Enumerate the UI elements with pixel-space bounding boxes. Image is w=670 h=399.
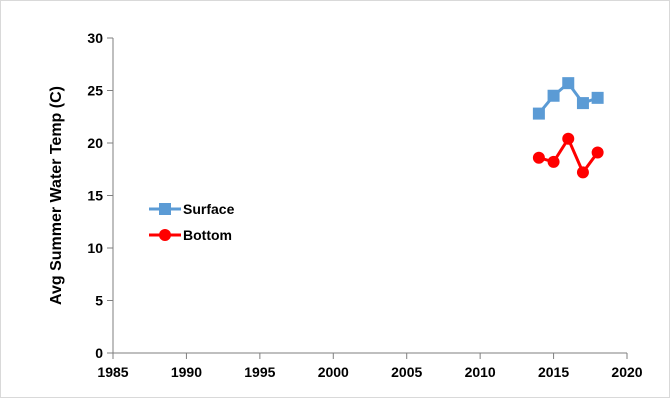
data-point-surface xyxy=(591,91,604,104)
legend-marker-bottom xyxy=(159,229,171,241)
axes: 0 5 10 15 20 25 30 1985 1990 1995 2000 2005 2010 201… xyxy=(87,30,642,380)
y-tick-label: 0 xyxy=(95,345,103,361)
y-tick-label: 30 xyxy=(87,30,103,46)
data-point-bottom xyxy=(591,146,604,159)
data-point-bottom xyxy=(547,155,560,168)
data-point-bottom xyxy=(562,132,575,145)
x-tick-label: 1985 xyxy=(97,364,128,380)
x-tick-label: 2010 xyxy=(465,364,496,380)
data-point-surface xyxy=(547,89,560,102)
x-tick-label: 2005 xyxy=(391,364,422,380)
y-tick-label: 5 xyxy=(95,293,103,309)
legend-label-bottom: Bottom xyxy=(183,227,232,243)
x-tick-label: 1990 xyxy=(171,364,202,380)
data-point-surface xyxy=(532,107,545,120)
x-tick-label: 1995 xyxy=(244,364,275,380)
data-point-bottom xyxy=(576,166,589,179)
y-tick-label: 15 xyxy=(87,188,103,204)
x-tick-label: 2000 xyxy=(318,364,349,380)
y-tick-label: 10 xyxy=(87,240,103,256)
y-tick-label: 25 xyxy=(87,83,103,99)
legend-marker-surface xyxy=(159,203,171,215)
x-tick-label: 2015 xyxy=(538,364,569,380)
legend: Surface Bottom xyxy=(149,201,235,243)
y-tick-label: 20 xyxy=(87,135,103,151)
plot-area xyxy=(532,77,604,179)
y-axis-title: Avg Summer Water Temp (C) xyxy=(48,86,65,305)
data-point-bottom xyxy=(532,151,545,164)
data-point-surface xyxy=(562,77,575,90)
legend-label-surface: Surface xyxy=(183,201,235,217)
x-axis-ticks: 1985 1990 1995 2000 2005 2010 2015 2020 xyxy=(97,353,643,380)
data-point-surface xyxy=(576,97,589,110)
x-tick-label: 2020 xyxy=(611,364,642,380)
y-axis-ticks: 0 5 10 15 20 25 30 xyxy=(87,30,113,361)
